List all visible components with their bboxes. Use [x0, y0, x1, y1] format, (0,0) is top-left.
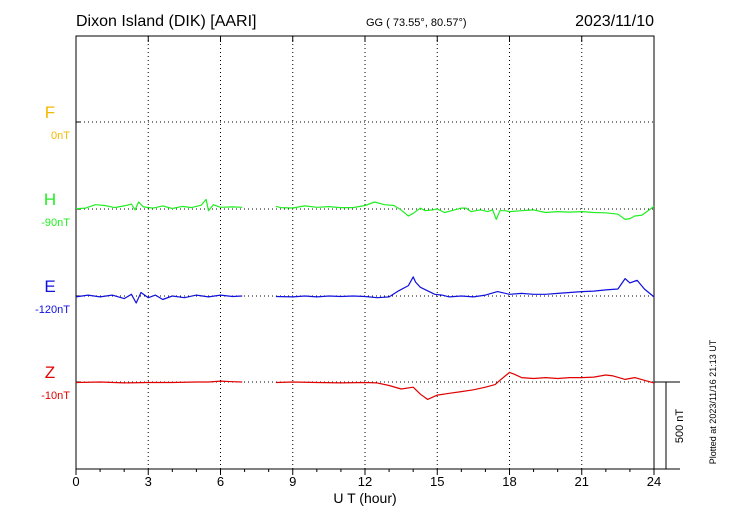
- series-name-h: H: [44, 190, 56, 209]
- scale-bar: 500 nT: [654, 381, 686, 470]
- date-label: 2023/11/10: [575, 13, 654, 30]
- series-name-z: Z: [45, 363, 55, 382]
- trace-h: [75, 198, 243, 212]
- x-tick-label: 18: [502, 474, 516, 489]
- trace-z: [275, 371, 655, 400]
- trace-h: [275, 201, 655, 220]
- x-tick-label: 12: [358, 474, 372, 489]
- scale-bar-label: 500 nT: [674, 409, 686, 444]
- coordinates-label: GG ( 73.55°, 80.57°): [366, 17, 467, 29]
- x-tick-label: 9: [289, 474, 296, 489]
- traces: [75, 198, 655, 400]
- trace-e: [75, 291, 243, 304]
- trace-e: [275, 276, 655, 299]
- series-name-f: F: [45, 103, 55, 122]
- x-tick-label: 21: [575, 474, 589, 489]
- series-labels: F 0nT H -90nT E -120nT Z -10nT: [35, 103, 70, 402]
- grid: [76, 36, 654, 469]
- series-baseline-f: 0nT: [51, 130, 70, 142]
- x-tick-label: 15: [430, 474, 444, 489]
- x-tick-label: 6: [217, 474, 224, 489]
- x-tick-label: 0: [72, 474, 79, 489]
- x-tick-label: 3: [145, 474, 152, 489]
- station-title: Dixon Island (DIK) [AARI]: [76, 13, 257, 30]
- series-baseline-z: -10nT: [41, 390, 70, 402]
- series-baseline-e: -120nT: [35, 304, 70, 316]
- x-tick-label: 24: [647, 474, 661, 489]
- trace-z: [75, 380, 243, 384]
- series-baseline-h: -90nT: [41, 217, 70, 229]
- x-axis-label: U T (hour): [333, 490, 396, 506]
- plotted-at-note: Plotted at 2023/11/16 21:13 UT: [708, 339, 718, 464]
- x-axis: 0 3 6 9 12 15 18 21 24: [72, 36, 661, 489]
- series-name-e: E: [44, 277, 55, 296]
